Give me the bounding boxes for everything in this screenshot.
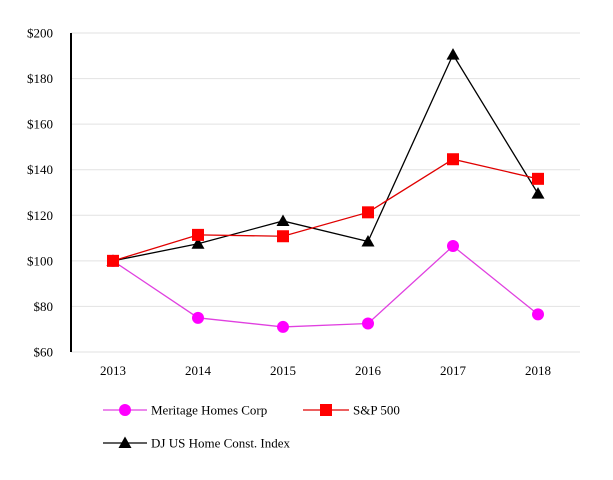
series-line-dj-home-const xyxy=(112,53,539,262)
data-point-meritage xyxy=(277,320,289,333)
legend-marker-triangle xyxy=(118,436,132,448)
legend-marker-square xyxy=(320,404,332,416)
y-axis-ticks: $60 $80 $100 $120 $140 $160 $180 $200 xyxy=(27,26,53,360)
legend-marker-circle xyxy=(119,404,131,416)
series-layer xyxy=(106,48,545,333)
y-tick-label: $140 xyxy=(27,162,53,177)
x-tick-label: 2013 xyxy=(100,363,126,378)
legend-label: Meritage Homes Corp xyxy=(151,403,267,418)
gridlines xyxy=(71,32,580,353)
data-point-sp500 xyxy=(192,228,204,241)
data-point-dj-home-const xyxy=(531,187,545,199)
data-point-sp500 xyxy=(532,172,544,185)
series-dj-home-const xyxy=(106,48,545,266)
data-point-dj-home-const xyxy=(361,234,375,247)
data-point-dj-home-const xyxy=(446,48,460,60)
x-tick-label: 2014 xyxy=(185,363,212,378)
data-point-meritage xyxy=(532,308,544,321)
data-point-sp500 xyxy=(447,153,459,166)
data-point-sp500 xyxy=(277,230,289,243)
legend-label: DJ US Home Const. Index xyxy=(151,436,291,451)
y-tick-label: $160 xyxy=(27,117,53,132)
data-point-dj-home-const xyxy=(276,214,290,226)
x-tick-label: 2018 xyxy=(525,363,551,378)
y-tick-label: $120 xyxy=(27,208,53,223)
y-tick-label: $80 xyxy=(34,299,54,314)
data-point-sp500 xyxy=(107,254,119,267)
data-point-dj-home-const xyxy=(191,237,205,249)
x-tick-label: 2015 xyxy=(270,363,296,378)
legend-item-meritage: Meritage Homes Corp xyxy=(103,403,267,418)
series-line-sp500 xyxy=(112,158,539,262)
series-sp500 xyxy=(107,153,544,267)
y-tick-label: $100 xyxy=(27,253,53,268)
data-point-meritage xyxy=(192,311,204,324)
legend-label: S&P 500 xyxy=(353,403,400,418)
y-tick-label: $200 xyxy=(27,26,53,41)
data-point-sp500 xyxy=(362,206,374,219)
data-point-meritage xyxy=(362,317,374,330)
y-tick-label: $180 xyxy=(27,71,53,86)
x-tick-label: 2016 xyxy=(355,363,382,378)
legend: Meritage Homes Corp S&P 500 DJ US Home Con… xyxy=(103,403,400,451)
y-tick-label: $60 xyxy=(34,345,54,360)
series-line-meritage xyxy=(112,245,539,328)
x-tick-label: 2017 xyxy=(440,363,467,378)
legend-item-dj-home-const: DJ US Home Const. Index xyxy=(103,436,291,451)
series-meritage xyxy=(107,240,544,333)
legend-item-sp500: S&P 500 xyxy=(303,403,400,418)
data-point-meritage xyxy=(447,240,459,253)
x-axis-ticks: 2013 2014 2015 2016 2017 2018 xyxy=(100,363,551,378)
